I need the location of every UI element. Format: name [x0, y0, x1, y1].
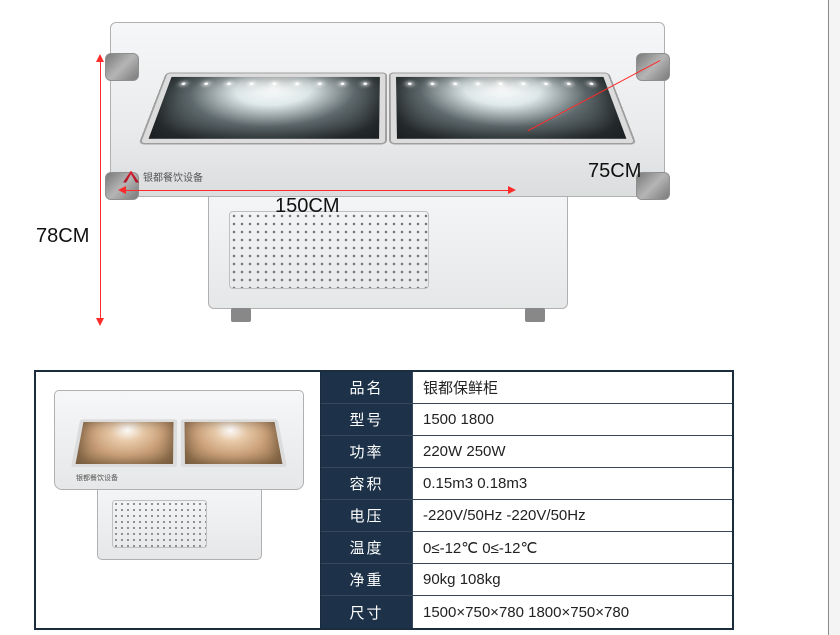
brand-logo-small: 银都餐饮设备	[63, 473, 118, 483]
spec-key: 尺寸	[321, 596, 413, 628]
table-row: 品名 银都保鲜柜	[321, 372, 732, 404]
spec-key: 型号	[321, 404, 413, 435]
dimension-label-height: 78CM	[36, 225, 89, 248]
spec-key: 品名	[321, 372, 413, 403]
table-row: 温度 0≤-12℃ 0≤-12℃	[321, 532, 732, 564]
brand-logo: 银都餐饮设备	[123, 169, 203, 184]
freezer-top-body: 银都餐饮设备	[110, 22, 665, 197]
spec-value: 银都保鲜柜	[413, 372, 732, 403]
brand-mark-icon	[63, 474, 73, 482]
freezer-lid	[111, 23, 664, 143]
corner-cap	[105, 53, 139, 81]
foot-right	[525, 308, 545, 322]
foot-left	[231, 308, 251, 322]
spec-value: 0.15m3 0.18m3	[413, 468, 732, 499]
spec-value: 1500 1800	[413, 404, 732, 435]
spec-value: 0≤-12℃ 0≤-12℃	[413, 532, 732, 563]
spec-thumbnail-cell: 银都餐饮设备	[36, 372, 321, 628]
freezer-base	[208, 197, 568, 309]
brand-text: 银都餐饮设备	[143, 169, 203, 184]
spec-value: 90kg 108kg	[413, 564, 732, 595]
dimension-label-width: 150CM	[275, 195, 339, 218]
spec-key: 功率	[321, 436, 413, 467]
spec-table: 品名 银都保鲜柜 型号 1500 1800 功率 220W 250W 容积 0.…	[321, 372, 732, 628]
spec-value: 220W 250W	[413, 436, 732, 467]
product-illustration-large: 银都餐饮设备	[110, 22, 665, 312]
table-row: 净重 90kg 108kg	[321, 564, 732, 596]
dimension-line-height	[100, 60, 101, 320]
table-row: 容积 0.15m3 0.18m3	[321, 468, 732, 500]
arrow-right-icon	[508, 186, 516, 194]
spec-value: -220V/50Hz -220V/50Hz	[413, 500, 732, 531]
arrow-up-icon	[96, 54, 104, 62]
corner-cap	[636, 53, 670, 81]
table-row: 功率 220W 250W	[321, 436, 732, 468]
glass-pane-left	[141, 73, 385, 143]
glass-pane-right	[390, 73, 634, 143]
page-root: 银都餐饮设备 150CM 75CM 78CM	[0, 0, 840, 635]
spec-key: 温度	[321, 532, 413, 563]
ventilation-grille	[229, 211, 429, 289]
arrow-left-icon	[118, 186, 126, 194]
spec-key: 电压	[321, 500, 413, 531]
spec-key: 容积	[321, 468, 413, 499]
spec-section: 银都餐饮设备 品名 银都保鲜柜 型号 1500 1800	[34, 370, 734, 630]
table-row: 电压 -220V/50Hz -220V/50Hz	[321, 500, 732, 532]
arrow-down-icon	[96, 318, 104, 326]
table-row: 尺寸 1500×750×780 1800×750×780	[321, 596, 732, 628]
spec-value: 1500×750×780 1800×750×780	[413, 596, 732, 628]
side-scroll-gutter	[828, 0, 840, 635]
table-row: 型号 1500 1800	[321, 404, 732, 436]
brand-mark-icon	[123, 171, 139, 183]
spec-key: 净重	[321, 564, 413, 595]
dimension-line-width	[125, 190, 510, 191]
dimension-label-depth: 75CM	[588, 160, 641, 183]
product-hero-area: 银都餐饮设备 150CM 75CM 78CM	[0, 0, 828, 340]
product-illustration-small: 银都餐饮设备	[54, 390, 304, 570]
